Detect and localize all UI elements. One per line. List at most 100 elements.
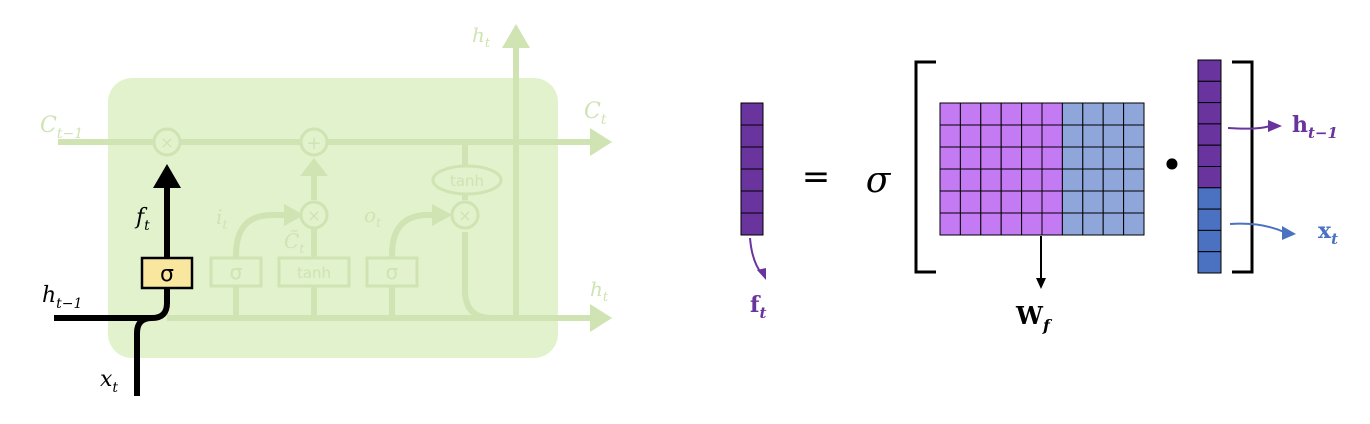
wf-cell	[939, 168, 961, 192]
wf-cell	[1102, 168, 1125, 192]
label-c-next: Ct	[584, 99, 607, 128]
wf-cell	[1082, 102, 1104, 126]
wf-cell	[980, 124, 1002, 148]
wf-cell	[980, 212, 1002, 236]
wf-cell	[1082, 146, 1104, 170]
wf-cell	[1123, 168, 1145, 192]
output-vector-ft	[740, 102, 764, 236]
wf-cell	[939, 102, 961, 126]
wf-cell	[959, 124, 982, 148]
wf-cell	[1021, 124, 1043, 148]
multiply-symbol: ×	[458, 206, 471, 225]
ft-cell	[740, 124, 764, 148]
op-forget-multiply: ×	[152, 127, 182, 157]
wf-cell	[1041, 190, 1063, 214]
wf-cell	[1041, 124, 1063, 148]
label-x-vec: xt	[1318, 218, 1338, 248]
cell-body	[108, 78, 558, 358]
concat-vector-hx	[1197, 59, 1222, 274]
h-cell	[1197, 166, 1222, 189]
wf-cell	[959, 190, 982, 214]
faded-arrowheads	[284, 24, 612, 332]
wf-cell	[1000, 124, 1023, 148]
ft-cell	[740, 190, 764, 214]
wf-cell	[1123, 146, 1145, 170]
lstm-cell: × + × × tanh σ tanh σ	[40, 23, 612, 396]
forget-arrowhead	[153, 164, 181, 188]
wf-cell	[1082, 168, 1104, 192]
wf-cell	[1021, 102, 1043, 126]
wf-cell	[1021, 146, 1043, 170]
gate-input: σ	[209, 256, 263, 288]
wf-cell	[939, 190, 961, 214]
wf-cell	[1000, 146, 1023, 170]
wf-cell	[1061, 124, 1084, 148]
wf-cell	[1041, 168, 1063, 192]
label-h-top: ht	[472, 23, 491, 51]
label-wf: Wf	[1015, 301, 1053, 335]
h-cell	[1197, 59, 1222, 82]
h-cell	[1197, 80, 1222, 104]
wf-cell	[939, 146, 961, 170]
op-add: +	[299, 127, 329, 157]
sigma-label: σ	[386, 260, 399, 284]
wf-cell	[980, 168, 1002, 192]
wf-cell	[1102, 146, 1125, 170]
wf-cell	[1123, 124, 1145, 148]
forget-gate-equation: ft = σ Wf • ht−1 xt	[740, 59, 1338, 335]
wf-cell	[1123, 190, 1145, 214]
wf-cell	[959, 146, 982, 170]
op-output-multiply: ×	[450, 200, 480, 230]
weight-matrix-wf	[939, 102, 1145, 236]
h-cell	[1197, 144, 1222, 167]
multiply-symbol: ×	[160, 133, 173, 152]
ft-cell	[740, 168, 764, 192]
gate-output: σ	[365, 256, 419, 288]
wf-cell	[1021, 168, 1043, 192]
wf-cell	[1061, 146, 1084, 170]
wf-cell	[1000, 168, 1023, 192]
wf-cell	[1000, 212, 1023, 236]
wf-cell	[1123, 102, 1145, 126]
wf-cell	[1000, 190, 1023, 214]
wf-cell	[1102, 124, 1125, 148]
wf-cell	[939, 212, 961, 236]
multiply-symbol: ×	[307, 206, 320, 225]
cell-tanh-op: tanh	[431, 164, 503, 196]
wf-cell	[959, 168, 982, 192]
tanh-label: tanh	[450, 172, 484, 190]
label-h-prev-vec: ht−1	[1292, 112, 1338, 142]
right-bracket	[1232, 60, 1254, 274]
x-cell	[1197, 187, 1222, 210]
wf-cell	[1021, 190, 1043, 214]
wf-cell	[980, 146, 1002, 170]
h-cell	[1197, 102, 1222, 125]
gate-candidate: tanh	[277, 256, 351, 288]
op-input-multiply: ×	[299, 200, 329, 230]
wf-cell	[1021, 212, 1043, 236]
ft-cell	[740, 146, 764, 170]
wf-cell	[1041, 212, 1063, 236]
sigma-label: σ	[230, 260, 243, 284]
wf-cell	[959, 212, 982, 236]
equals-sign: =	[802, 157, 831, 197]
sigma-function: σ	[866, 160, 892, 201]
label-x-in: xt	[100, 367, 118, 396]
wf-cell	[1102, 212, 1125, 236]
wf-cell	[1041, 146, 1063, 170]
tanh-label: tanh	[297, 264, 331, 282]
label-c-prev: Ct−1	[40, 113, 83, 142]
h-pointer	[1227, 125, 1271, 130]
label-i-gate: it	[216, 205, 228, 233]
wf-cell	[1061, 102, 1084, 126]
ft-cell	[740, 102, 764, 126]
x-pointer	[1229, 222, 1285, 233]
wf-cell	[1061, 168, 1084, 192]
wf-cell	[1082, 190, 1104, 214]
forget-sigma-label: σ	[160, 262, 174, 287]
x-cell	[1197, 229, 1222, 253]
forget-sigma-box	[140, 256, 194, 290]
wf-cell	[1000, 102, 1023, 126]
wf-cell	[980, 190, 1002, 214]
wf-cell	[1061, 190, 1084, 214]
